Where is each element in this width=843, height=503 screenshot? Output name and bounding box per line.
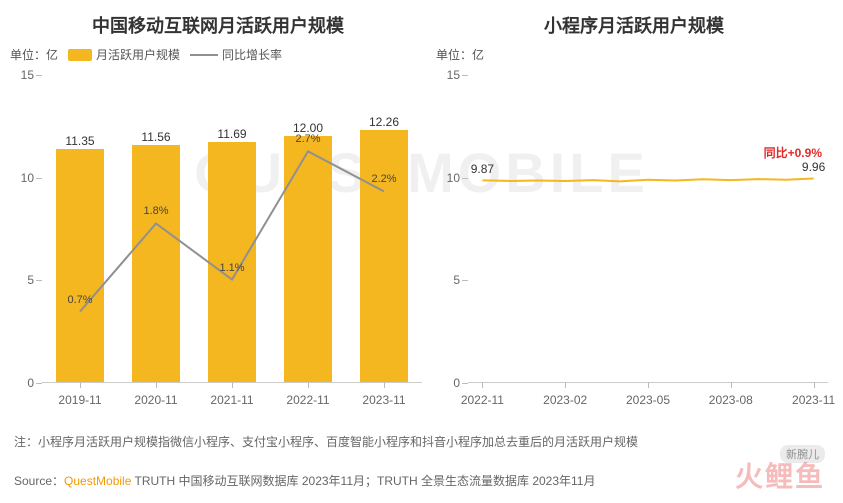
legend-line-label: 同比增长率 [222, 46, 282, 63]
x-tick-label: 2020-11 [134, 393, 177, 407]
legend-bar-label: 月活跃用户规模 [96, 46, 180, 63]
growth-label: 2.7% [295, 133, 320, 145]
unit-label: 单位：亿 [436, 46, 484, 63]
y-tick-label: 5 [434, 273, 460, 287]
bottom-watermark: 新腕儿 火鲤鱼 [735, 455, 825, 495]
x-tick-label: 2019-11 [58, 393, 101, 407]
source-line: Source：QuestMobile TRUTH 中国移动互联网数据库 2023… [14, 472, 829, 489]
x-tick-label: 2023-08 [709, 393, 753, 407]
x-tick-label: 2022-11 [461, 393, 504, 407]
growth-line [42, 75, 422, 382]
source-prefix: Source： [14, 474, 64, 488]
legend-line-swatch [190, 54, 218, 56]
right-legend: 单位：亿 [434, 46, 834, 63]
bottom-watermark-tag: 新腕儿 [780, 445, 825, 463]
unit-label: 单位：亿 [10, 46, 58, 63]
y-tick-label: 5 [8, 273, 34, 287]
x-tick-label: 2023-11 [362, 393, 405, 407]
y-tick-label: 0 [434, 376, 460, 390]
x-tick-label: 2023-02 [543, 393, 587, 407]
legend-line: 同比增长率 [190, 46, 282, 63]
charts-row: 中国移动互联网月活跃用户规模 单位：亿 月活跃用户规模 同比增长率 11.351… [0, 0, 843, 407]
growth-label: 0.7% [67, 294, 92, 306]
x-tick-label: 2021-11 [210, 393, 253, 407]
left-panel: 中国移动互联网月活跃用户规模 单位：亿 月活跃用户规模 同比增长率 11.351… [8, 12, 428, 407]
yoy-callout: 同比+0.9% [764, 144, 822, 161]
source-brand: QuestMobile [64, 474, 131, 488]
mau-line [468, 75, 828, 382]
x-tick-label: 2023-11 [792, 393, 835, 407]
right-panel: 小程序月活跃用户规模 单位：亿 9.87 9.96同比+0.9% 0 5 10 15 202… [434, 12, 834, 407]
series-start-label: 9.87 [471, 162, 494, 176]
source-rest: TRUTH 中国移动互联网数据库 2023年11月；TRUTH 全景生态流量数据… [131, 474, 595, 488]
left-chart-area: 11.3511.5611.6912.0012.260.7%1.8%1.1%2.7… [8, 67, 428, 407]
y-tick-label: 10 [8, 171, 34, 185]
x-tick-label: 2022-11 [286, 393, 329, 407]
growth-label: 1.8% [143, 205, 168, 217]
y-tick-label: 15 [8, 68, 34, 82]
right-title: 小程序月活跃用户规模 [434, 12, 834, 38]
growth-label: 1.1% [219, 262, 244, 274]
footnote: 注：小程序月活跃用户规模指微信小程序、支付宝小程序、百度智能小程序和抖音小程序加… [14, 434, 829, 451]
series-end-label: 9.96 [802, 160, 825, 174]
right-chart-area: 9.87 9.96同比+0.9% 0 5 10 15 2022-11 2023-02 2023-… [434, 67, 834, 407]
left-title: 中国移动互联网月活跃用户规模 [8, 12, 428, 38]
legend-bar: 月活跃用户规模 [68, 46, 180, 63]
y-tick-label: 15 [434, 68, 460, 82]
x-tick-label: 2023-05 [626, 393, 670, 407]
legend-bar-swatch [68, 49, 92, 61]
left-legend: 单位：亿 月活跃用户规模 同比增长率 [8, 46, 428, 63]
y-tick-label: 0 [8, 376, 34, 390]
y-tick-label: 10 [434, 171, 460, 185]
growth-label: 2.2% [371, 173, 396, 185]
